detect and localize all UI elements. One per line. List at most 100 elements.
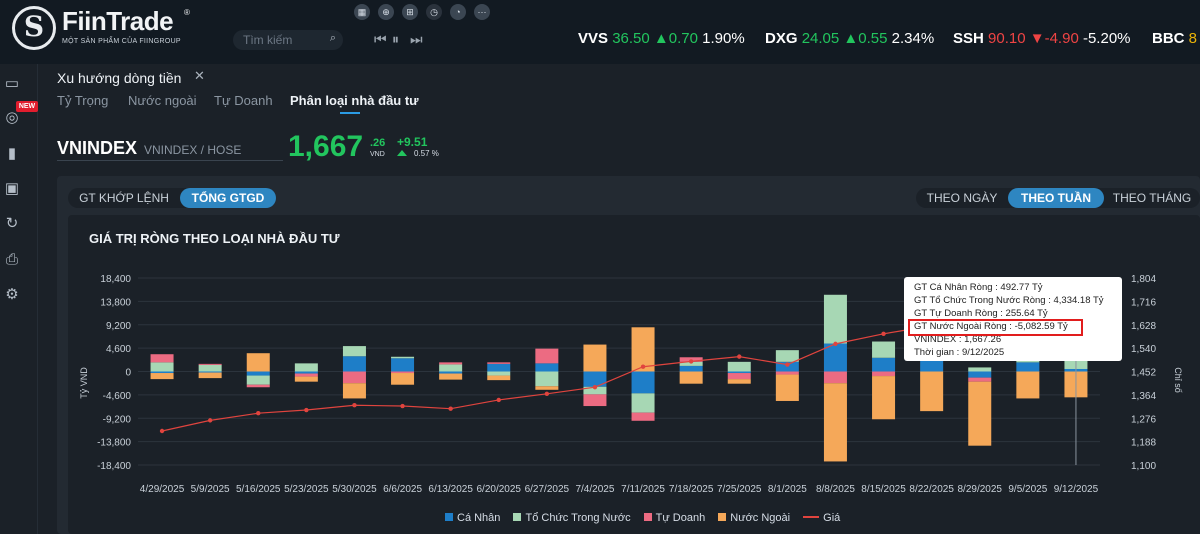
theo-ngay-button[interactable]: THEO NGÀY (926, 191, 998, 205)
theo-tuan-button[interactable]: THEO TUẦN (1008, 188, 1104, 208)
x-tick-label: 5/16/2025 (236, 484, 281, 495)
search-box[interactable]: Tìm kiếm ⌕ (233, 30, 343, 50)
video-icon[interactable]: ▮ (7, 145, 17, 162)
ticker-item[interactable]: VVS 36.50 ▲0.70 1.90% (578, 30, 745, 50)
window-icon[interactable]: ▭ (4, 75, 20, 92)
index-divider (57, 160, 283, 161)
refresh-icon[interactable]: ↻ (5, 215, 19, 232)
more-icon[interactable]: ··· (474, 4, 490, 20)
bar-segment (439, 373, 463, 380)
y2-tick-label: 1,364 (1131, 391, 1156, 402)
y2-tick-label: 1,188 (1131, 438, 1156, 449)
y2-axis-title: Chỉ số (1173, 367, 1183, 393)
fiintrade-logo[interactable]: S FiinTrade ® MỘT SẢN PHẨM CỦA FIINGROUP (12, 6, 192, 52)
x-tick-label: 6/6/2025 (383, 484, 422, 495)
price-point (159, 428, 165, 434)
ticker-symbol: SSH (953, 30, 984, 47)
close-icon[interactable]: ✕ (194, 68, 205, 83)
gift-icon[interactable]: ⊞ (402, 4, 418, 20)
y-tick-label: -9,200 (103, 414, 132, 425)
logo-registered-mark: ® (184, 8, 190, 17)
y-tick-label: 13,800 (100, 297, 131, 308)
ticker-item[interactable]: DXG 24.05 ▲0.55 2.34% (765, 30, 934, 50)
bar-segment (150, 373, 174, 380)
bar-segment (679, 361, 703, 366)
broadcast-icon[interactable]: ◎ (5, 109, 19, 126)
bar-segment (631, 393, 655, 413)
down-arrow-icon: ▼ (1029, 30, 1045, 47)
clock-icon[interactable]: ◷ (426, 4, 442, 20)
bar-segment (246, 384, 270, 388)
ticker-percent: -5.20% (1082, 30, 1131, 47)
y-tick-label: -18,400 (97, 461, 131, 472)
ticker-item[interactable]: SSH 90.10 ▼-4.90 -5.20% (953, 30, 1131, 50)
bar-segment (150, 354, 174, 363)
x-tick-label: 5/30/2025 (332, 484, 377, 495)
tab-nuoc-ngoai[interactable]: Nước ngoài (128, 93, 197, 108)
search-input[interactable]: Tìm kiếm (243, 33, 293, 47)
bar-segment (920, 359, 944, 372)
theo-thang-button[interactable]: THEO THÁNG (1112, 191, 1192, 205)
price-point (496, 397, 501, 403)
bar-segment (872, 357, 896, 372)
bar-segment (872, 341, 896, 358)
ticker-item[interactable]: BBC 8 (1152, 30, 1197, 50)
bar-segment (631, 327, 655, 372)
ticker-change: 0.70 (668, 30, 698, 47)
logo-name: FiinTrade (62, 6, 174, 36)
logo-subtitle: MỘT SẢN PHẨM CỦA FIINGROUP (62, 38, 181, 45)
bar-segment (823, 371, 847, 384)
tab-phan-loai-nha-dau-tu[interactable]: Phân loại nhà đầu tư (290, 93, 419, 108)
search-icon[interactable]: ⌕ (329, 32, 336, 44)
legend-gia[interactable]: Giá (803, 512, 840, 524)
skip-back-icon[interactable]: ⏮ (374, 31, 387, 47)
gear-icon[interactable]: ⚙ (5, 286, 19, 303)
bar-segment (823, 343, 847, 372)
index-decimal: .26 (370, 137, 386, 149)
clock-icon[interactable]: ◔ (450, 4, 466, 20)
legend-to-chuc[interactable]: Tổ Chức Trong Nước (513, 512, 631, 524)
x-tick-label: 6/27/2025 (525, 484, 570, 495)
index-name: VNINDEX (57, 138, 138, 158)
tooltip-time: Thời gian : 9/12/2025 (914, 347, 1005, 358)
bar-segment (150, 371, 174, 374)
tooltip-nuoc-ngoai: GT Nước Ngoài Ròng : -5,082.59 Tỷ (914, 321, 1068, 332)
price-point (688, 359, 694, 364)
x-tick-label: 9/5/2025 (1008, 484, 1047, 495)
bar-segment (535, 348, 559, 364)
tab-tu-doanh[interactable]: Tự Doanh (214, 93, 273, 108)
y-tick-label: -4,600 (103, 391, 132, 402)
x-tick-label: 7/18/2025 (669, 484, 714, 495)
skip-forward-icon[interactable]: ⏭ (410, 31, 423, 47)
gt-khop-lenh-button[interactable]: GT KHỚP LỆNH (79, 191, 169, 205)
bar-segment (583, 386, 607, 395)
legend-nuoc-ngoai[interactable]: Nước Ngoài (718, 512, 790, 524)
legend-tu-doanh[interactable]: Tự Doanh (643, 512, 706, 524)
pause-icon[interactable]: ⏸ (392, 31, 399, 47)
x-tick-label: 7/11/2025 (621, 484, 665, 495)
bar-segment (631, 371, 655, 394)
up-arrow-icon: ▲ (653, 30, 669, 47)
legend-label: Cá Nhân (457, 512, 501, 524)
chart-axes: 18,400 13,800 9,200 4,600 0 -4,600 -9,200 -13,8… (79, 274, 1183, 495)
legend-label: Tự Doanh (655, 512, 706, 524)
legend-ca-nhan[interactable]: Cá Nhân (445, 512, 500, 524)
bar-segment (727, 373, 751, 380)
tooltip-highlight-box (908, 319, 1083, 336)
ticker-change: 0.55 (858, 30, 888, 47)
y2-tick-label: 1,804 (1131, 274, 1156, 285)
tab-ty-trong[interactable]: Tỷ Trọng (57, 93, 109, 108)
bar-segment (487, 363, 511, 372)
tong-gtgd-button[interactable]: TỔNG GTGD (180, 188, 276, 208)
save-icon[interactable]: ▣ (4, 180, 20, 197)
printer-icon[interactable]: ⎙ (5, 251, 18, 268)
x-tick-label: 8/29/2025 (958, 484, 1003, 495)
price-point (592, 384, 598, 390)
bar-segment (679, 365, 703, 372)
grid-icon[interactable]: ▦ (354, 4, 370, 20)
bar-segment (294, 376, 318, 382)
chart-tooltip: GT Cá Nhân Ròng : 492.77 Tỷ GT Tổ Chức T… (904, 277, 1122, 361)
zoom-icon[interactable]: ⊕ (378, 4, 394, 20)
legend-label: Tổ Chức Trong Nước (525, 512, 631, 524)
